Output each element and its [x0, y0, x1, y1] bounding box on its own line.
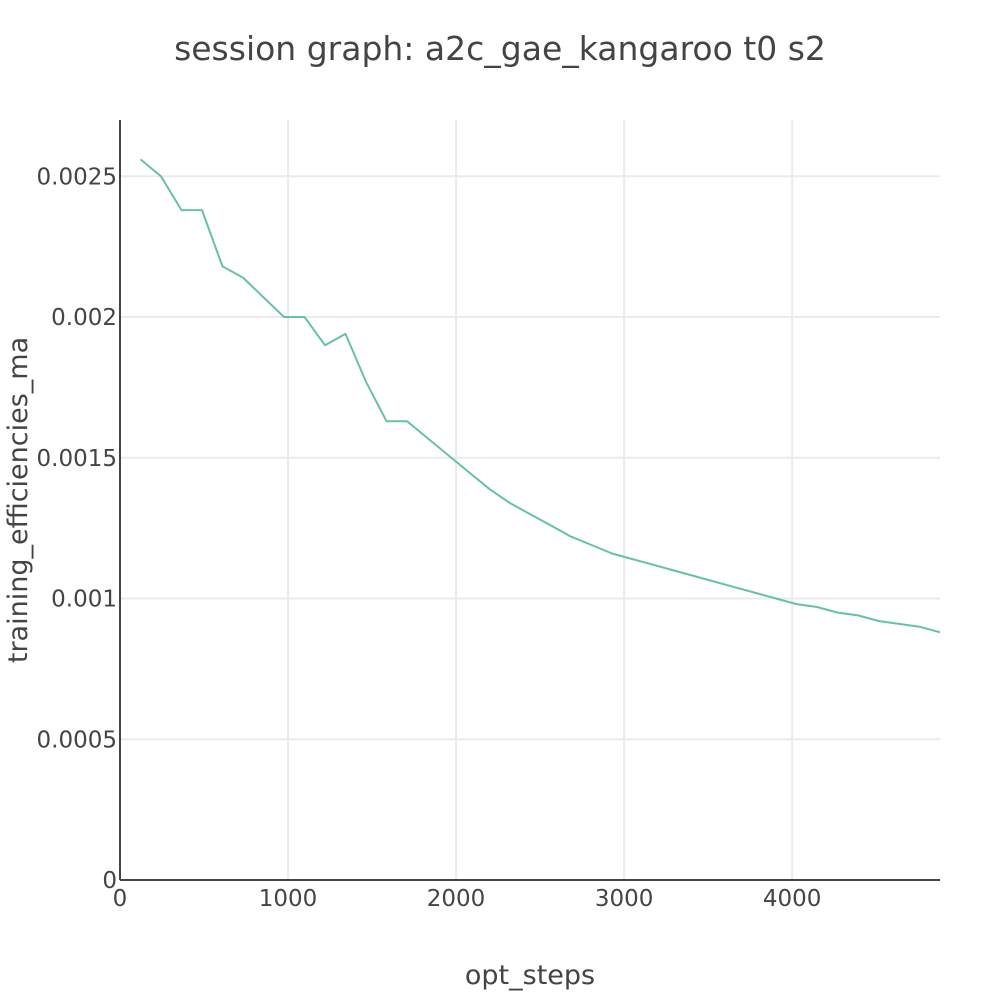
x-tick-label: 2000: [427, 886, 486, 912]
x-tick-label: 1000: [259, 886, 318, 912]
y-tick-label: 0.001: [51, 587, 117, 613]
y-tick-label: 0.002: [51, 305, 117, 331]
y-tick-label: 0.0005: [37, 727, 117, 753]
series-layer: [139, 158, 941, 634]
x-tick-label: 4000: [763, 886, 822, 912]
y-tick-label: 0: [102, 868, 117, 894]
x-tick-label: 0: [113, 886, 128, 912]
chart-title: session graph: a2c_gae_kangaroo t0 s2: [174, 29, 826, 68]
x-tick-label: 3000: [595, 886, 654, 912]
y-tick-label: 0.0025: [37, 164, 117, 190]
grid-lines: [120, 120, 940, 880]
y-axis-ticks: 0 0.0005 0.001 0.0015 0.002 0.0025: [37, 164, 117, 894]
x-axis-ticks: 0 1000 2000 3000 4000: [113, 886, 822, 912]
x-axis-label: opt_steps: [465, 960, 595, 991]
y-tick-label: 0.0015: [37, 446, 117, 472]
series-line: [139, 158, 941, 634]
y-axis-label: training_efficiencies_ma: [3, 337, 34, 663]
